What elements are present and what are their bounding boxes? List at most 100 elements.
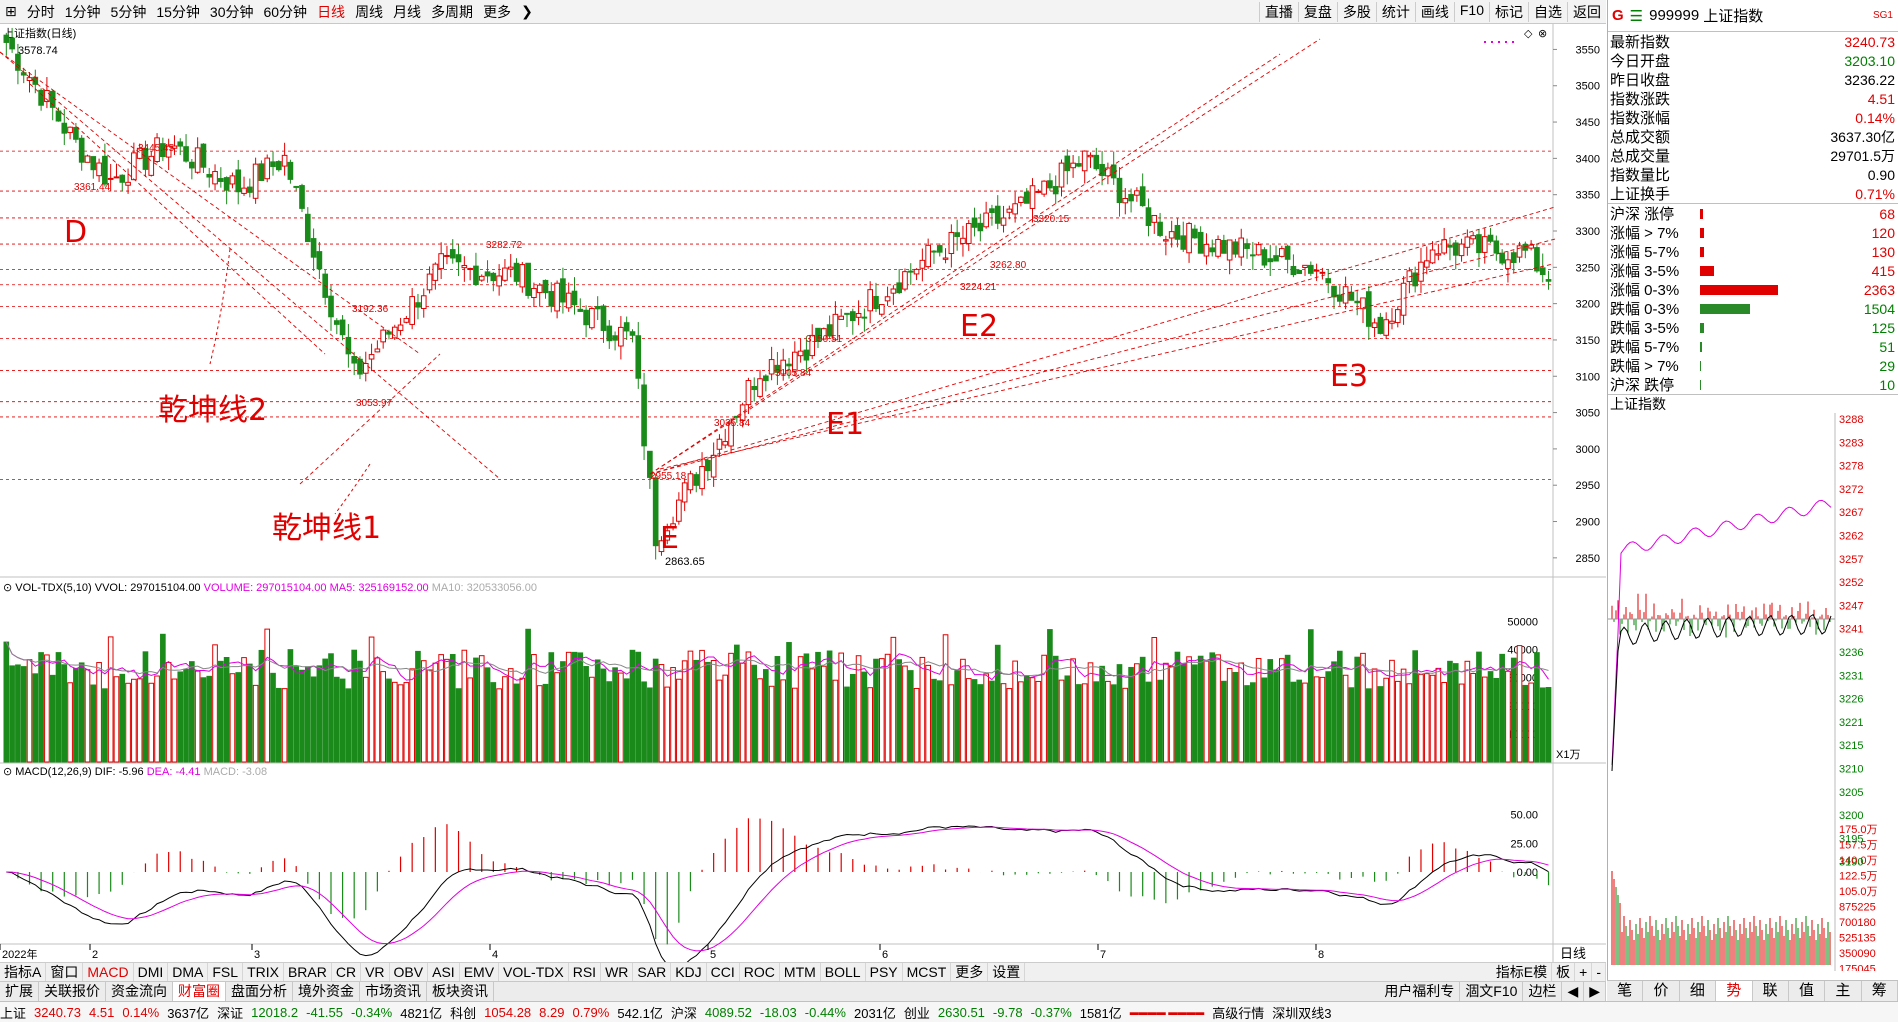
volume-bar xyxy=(171,678,178,763)
tab-right-1[interactable]: 涸文F10 xyxy=(1460,982,1524,1001)
kline-chart[interactable]: 上证指数(日线)3578.74◇ ⊗35503500345034003350330… xyxy=(0,24,1606,962)
right-tab-0[interactable]: 笔 xyxy=(1607,981,1644,1001)
ind-right-2[interactable]: + xyxy=(1575,963,1593,981)
indicator-10[interactable]: OBV xyxy=(390,963,429,981)
right-tab-3[interactable]: 势 xyxy=(1716,981,1753,1001)
right-tab-7[interactable]: 筹 xyxy=(1862,981,1898,1001)
right-tab-4[interactable]: 联 xyxy=(1753,981,1789,1001)
indicator-7[interactable]: BRAR xyxy=(284,963,332,981)
period-2[interactable]: 5分钟 xyxy=(110,3,147,20)
indicator-16[interactable]: SAR xyxy=(633,963,672,981)
period-7[interactable]: 周线 xyxy=(355,3,384,20)
tool-8[interactable]: 返回 xyxy=(1567,1,1606,22)
indicator-6[interactable]: TRIX xyxy=(243,963,284,981)
candle xyxy=(1290,266,1297,276)
tool-3[interactable]: 统计 xyxy=(1375,1,1415,22)
mini-tick-24: 105.0万 xyxy=(1839,886,1878,898)
period-4[interactable]: 30分钟 xyxy=(209,3,254,20)
tab-right-3[interactable]: ◀ xyxy=(1562,982,1585,1001)
chevron-right-icon[interactable]: ❯ xyxy=(521,3,533,19)
indicator-22[interactable]: PSY xyxy=(866,963,903,981)
indicator-15[interactable]: WR xyxy=(601,963,634,981)
tab-right-0[interactable]: 用户福利专 xyxy=(1379,982,1461,1001)
ind-right-3[interactable]: - xyxy=(1592,963,1606,981)
indicator-21[interactable]: BOLL xyxy=(821,963,866,981)
bottom-tab-2[interactable]: 资金流向 xyxy=(106,982,173,1001)
period-1[interactable]: 1分钟 xyxy=(64,3,101,20)
volume-bar xyxy=(502,676,508,763)
right-tab-1[interactable]: 价 xyxy=(1643,981,1680,1001)
ind-right-0[interactable]: 指标E模 xyxy=(1492,963,1553,981)
volume-bar xyxy=(1447,660,1453,763)
period-0[interactable]: 分时 xyxy=(26,3,55,20)
menu-icon[interactable]: ☰ xyxy=(1629,7,1644,25)
indicator-9[interactable]: VR xyxy=(361,963,390,981)
indicator-18[interactable]: CCI xyxy=(707,963,740,981)
tool-0[interactable]: 直播 xyxy=(1258,1,1298,22)
period-8[interactable]: 月线 xyxy=(393,3,422,20)
indicator-14[interactable]: RSI xyxy=(569,963,602,981)
indicator-23[interactable]: MCST xyxy=(903,963,952,981)
tool-6[interactable]: 标记 xyxy=(1489,1,1528,22)
candle xyxy=(1018,196,1024,203)
bottom-tab-1[interactable]: 关联报价 xyxy=(39,982,106,1001)
indicator-20[interactable]: MTM xyxy=(780,963,821,981)
right-tab-2[interactable]: 细 xyxy=(1680,981,1717,1001)
bottom-tab-0[interactable]: 扩展 xyxy=(0,982,39,1001)
indicator-25[interactable]: 设置 xyxy=(988,963,1026,981)
period-6[interactable]: 日线 xyxy=(317,3,346,20)
volume-bar xyxy=(1510,657,1517,763)
indicator-8[interactable]: CR xyxy=(332,963,362,981)
period-9[interactable]: 多周期 xyxy=(431,3,474,20)
bottom-tab-7[interactable]: 板块资讯 xyxy=(427,982,494,1001)
indicator-11[interactable]: ASI xyxy=(428,963,460,981)
indicator-5[interactable]: FSL xyxy=(208,963,244,981)
volume-bar xyxy=(670,667,676,763)
tool-2[interactable]: 多股 xyxy=(1336,1,1376,22)
volume-bar xyxy=(890,636,897,763)
indicator-13[interactable]: VOL-TDX xyxy=(499,963,569,981)
period-5[interactable]: 60分钟 xyxy=(263,3,308,20)
period-10[interactable]: 更多 xyxy=(483,3,512,20)
indicator-1[interactable]: 窗口 xyxy=(46,963,84,981)
tool-1[interactable]: 复盘 xyxy=(1297,1,1337,22)
right-tab-6[interactable]: 主 xyxy=(1825,981,1862,1001)
period-3[interactable]: 15分钟 xyxy=(156,3,200,20)
tool-5[interactable]: F10 xyxy=(1453,1,1489,22)
candle xyxy=(1250,254,1256,257)
candle xyxy=(919,259,926,269)
tool-7[interactable]: 自选 xyxy=(1528,1,1567,22)
tab-right-4[interactable]: ▶ xyxy=(1584,982,1606,1001)
indicator-3[interactable]: DMI xyxy=(134,963,169,981)
volume-bar xyxy=(560,661,566,763)
bottom-tab-5[interactable]: 境外资金 xyxy=(293,982,360,1001)
bottom-tab-4[interactable]: 盘面分析 xyxy=(226,982,293,1001)
indicator-0[interactable]: 指标A xyxy=(0,963,47,981)
indicator-4[interactable]: DMA xyxy=(168,963,209,981)
intraday-chart[interactable]: 3288 3283 3278 3272 3267 3262 3257 3252 3247 3241… xyxy=(1608,413,1898,976)
candle xyxy=(1221,239,1227,254)
indicator-19[interactable]: ROC xyxy=(740,963,780,981)
y-tick-6: 3250 xyxy=(1576,262,1600,274)
volume-bar xyxy=(1290,681,1297,763)
indicator-17[interactable]: KDJ xyxy=(671,963,707,981)
indicator-12[interactable]: EMV xyxy=(460,963,500,981)
bottom-tab-6[interactable]: 市场资讯 xyxy=(360,982,427,1001)
y-tick-5: 3300 xyxy=(1576,226,1600,238)
volume-bar xyxy=(61,664,68,763)
candle xyxy=(1534,247,1540,272)
tab-right-2[interactable]: 边栏 xyxy=(1523,982,1563,1001)
grid-icon[interactable]: ⊞ xyxy=(5,3,17,19)
volume-bar xyxy=(1174,651,1181,763)
tool-4[interactable]: 画线 xyxy=(1414,1,1454,22)
candle xyxy=(594,305,601,310)
volume-bar xyxy=(1099,665,1105,763)
volume-bar xyxy=(554,672,560,763)
right-tab-5[interactable]: 值 xyxy=(1789,981,1826,1001)
volume-bar xyxy=(623,678,630,763)
bottom-tab-3[interactable]: 财富圈 xyxy=(173,982,226,1001)
indicator-24[interactable]: 更多 xyxy=(951,963,989,981)
breadth-bar xyxy=(1700,284,1825,296)
ind-right-1[interactable]: 板 xyxy=(1552,963,1576,981)
indicator-2[interactable]: MACD xyxy=(83,963,134,981)
